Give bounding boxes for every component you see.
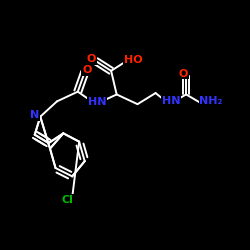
Text: O: O <box>82 65 92 75</box>
Text: HO: HO <box>124 55 143 65</box>
Text: NH₂: NH₂ <box>200 96 223 106</box>
Text: HN: HN <box>162 96 180 106</box>
Text: O: O <box>87 54 96 64</box>
Text: Cl: Cl <box>61 195 73 205</box>
Text: O: O <box>179 68 188 78</box>
Text: N: N <box>30 110 39 120</box>
Text: HN: HN <box>88 97 106 107</box>
